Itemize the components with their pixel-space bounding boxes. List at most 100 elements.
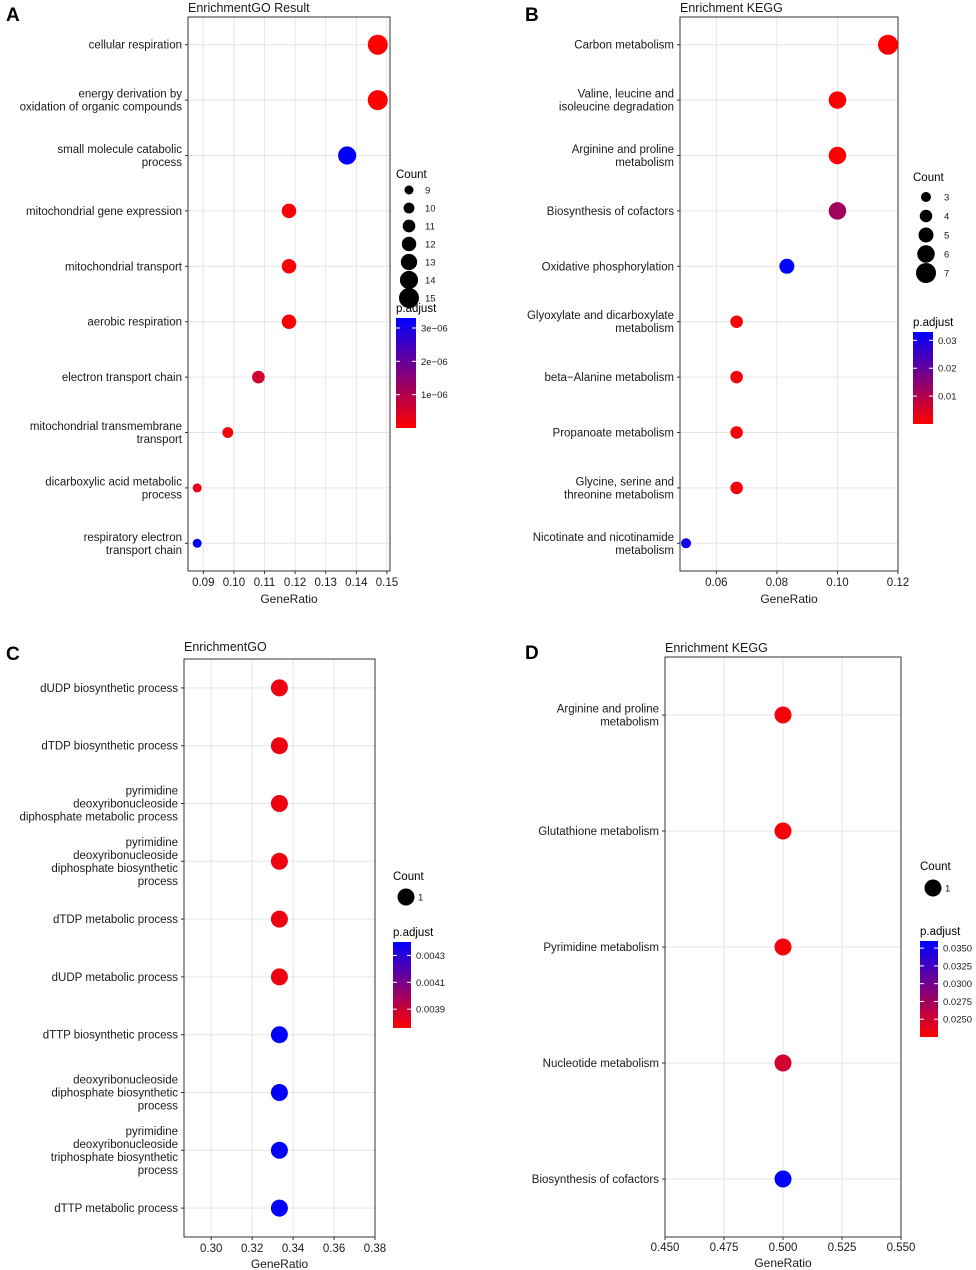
colorbar-tick-label: 0.0039 [416,1005,445,1016]
category-label-line: energy derivation by [78,89,182,101]
category-label-line: process [142,489,183,501]
category-label-line: diphosphate metabolic process [19,812,178,824]
colorbar-tick-label: 2e−06 [421,357,448,368]
padjust-legend-title: p.adjust [396,303,437,315]
category-label-line: deoxyribonucleoside [73,1075,178,1087]
category-label-line: process [138,1165,179,1177]
data-point [730,481,743,495]
count-legend-dot [397,888,415,906]
category-label: beta−Alanine metabolism [545,372,674,384]
category-label: respiratory electron transport chain [84,532,182,557]
category-label: Arginine and proline metabolism [557,704,659,729]
category-label: Nucleotide metabolism [543,1058,659,1070]
data-point [367,90,388,111]
x-tick-label: 0.06 [705,577,727,589]
count-legend-dot [917,245,935,263]
count-legend-label: 5 [944,231,949,242]
count-legend-dot [402,219,416,233]
x-tick-label: 0.08 [766,577,788,589]
x-tick-label: 0.12 [887,577,909,589]
colorbar-tick-label: 3e−06 [421,324,448,335]
category-label: Biosynthesis of cofactors [532,1174,659,1186]
data-point [730,426,743,439]
count-legend-dot [401,236,417,252]
category-label-line: deoxyribonucleoside [73,799,178,811]
category-label-line: transport [137,434,183,446]
panel-title: Enrichment KEGG [680,1,783,15]
count-legend-label: 4 [944,212,949,223]
category-label-line: Biosynthesis of cofactors [547,206,674,218]
category-label-line: Pyrimidine metabolism [543,942,659,954]
category-label-line: Glycine, serine and [576,476,674,488]
x-tick-label: 0.11 [254,577,276,589]
panel-a: A EnrichmentGO Result cellular respiration… [6,1,448,606]
colorbar-tick-label: 0.03 [938,336,957,347]
category-label-line: metabolism [615,545,674,557]
plot-area [184,659,375,1237]
count-legend-label: 1 [418,893,423,904]
count-legend-label: 1 [945,884,950,895]
category-label: mitochondrial transmembrane transport [30,421,183,446]
count-legend-dot [916,263,936,283]
x-tick-label: 0.32 [241,1243,263,1255]
category-label-line: deoxyribonucleoside [73,1139,178,1151]
category-label-line: triphosphate biosynthetic [51,1152,178,1164]
count-legend-label: 10 [425,204,436,215]
category-label-line: respiratory electron [84,532,182,544]
panel-letter: C [6,644,20,665]
x-tick-label: 0.525 [828,1242,857,1254]
category-label: Glyoxylate and dicarboxylate metabolism [527,310,674,335]
category-label: Biosynthesis of cofactors [547,206,674,218]
category-label-line: transport chain [106,545,182,557]
category-label-line: electron transport chain [62,372,182,384]
category-label: Propanoate metabolism [553,428,674,440]
category-label-line: Carbon metabolism [574,40,674,52]
category-label: Oxidative phosphorylation [542,261,674,273]
data-point [222,427,234,438]
colorbar-tick-label: 0.01 [938,392,957,403]
padjust-colorbar [396,318,416,428]
data-point [774,1170,792,1188]
category-label-line: process [138,876,179,888]
x-tick-label: 0.36 [323,1243,345,1255]
data-point [270,852,288,870]
panel-letter: A [6,5,20,26]
category-label: dTTP metabolic process [54,1203,178,1215]
category-label-line: oxidation of organic compounds [20,102,183,114]
count-legend-label: 14 [425,276,436,287]
data-point [681,538,692,549]
plot-frame [187,16,391,572]
count-legend-label: 11 [425,222,435,233]
data-point [192,483,202,493]
colorbar-tick-label: 0.0275 [943,997,972,1008]
colorbar-tick-label: 0.0041 [416,978,445,989]
count-legend-label: 13 [425,258,436,269]
data-point [192,538,202,548]
category-label-line: metabolism [615,157,674,169]
data-point [774,1054,792,1072]
category-label: pyrimidine deoxyribonucleoside diphosphate… [19,786,178,824]
x-tick-label: 0.500 [769,1242,798,1254]
data-point [281,203,297,219]
x-tick-label: 0.15 [376,577,398,589]
data-point [878,34,899,55]
category-label: Valine, leucine and isoleucine degradatio… [559,89,674,114]
category-label: Pyrimidine metabolism [543,942,659,954]
category-label-line: dUDP metabolic process [52,972,179,984]
padjust-legend-title: p.adjust [393,927,434,939]
panel-b: B Enrichment KEGG Carbon metabolism Valine,… [525,1,957,606]
category-label-line: dTDP metabolic process [53,914,178,926]
count-legend-label: 7 [944,269,949,280]
category-label-line: aerobic respiration [87,317,182,329]
x-tick-label: 0.10 [826,577,848,589]
count-legend-title: Count [393,871,424,883]
count-legend-label: 3 [944,193,949,204]
category-label: deoxyribonucleoside diphosphate biosynthe… [51,1075,178,1113]
data-point [270,1141,288,1159]
category-label: Nicotinate and nicotinamide metabolism [533,532,674,557]
data-point [281,314,297,329]
count-legend-dot [918,227,934,243]
plot-frame [679,16,899,572]
count-legend-dot [919,209,933,223]
category-label: cellular respiration [89,40,182,52]
